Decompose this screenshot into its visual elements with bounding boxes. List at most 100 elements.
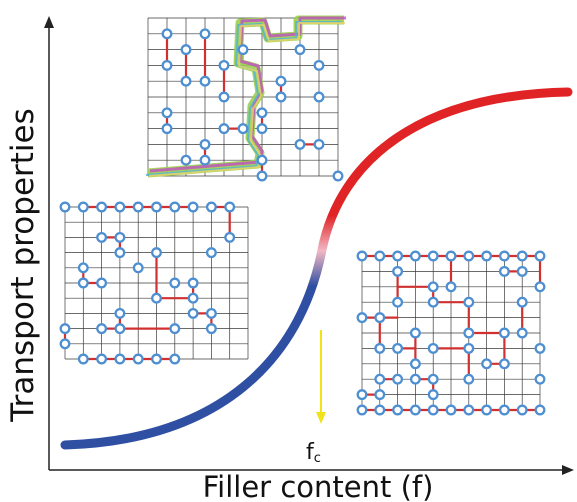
filler-particle (256, 154, 268, 166)
filler-particle (114, 247, 126, 259)
filler-particle (392, 265, 404, 277)
filler-particle (224, 231, 236, 243)
filler-particle (199, 138, 211, 150)
x-axis-title: Filler content (f) (203, 470, 434, 502)
filler-particle (313, 59, 325, 71)
filler-particle (374, 404, 386, 416)
filler-particle (205, 307, 217, 319)
filler-particle (498, 327, 510, 339)
filler-particle (427, 250, 439, 262)
filler-particle (114, 201, 126, 213)
filler-particle (427, 389, 439, 401)
filler-particle (275, 91, 287, 103)
y-axis-title: Transport properties (5, 108, 41, 423)
filler-particle (218, 123, 230, 135)
filler-particle (534, 342, 546, 354)
filler-particle (114, 231, 126, 243)
filler-particle (427, 373, 439, 385)
filler-particle (409, 327, 421, 339)
filler-particle (516, 296, 528, 308)
filler-particle (114, 307, 126, 319)
filler-particle (96, 231, 108, 243)
inset-percolated-network (145, 15, 346, 182)
filler-particle (59, 338, 71, 350)
y-axis-arrow-icon (44, 16, 54, 28)
filler-particle (313, 91, 325, 103)
filler-particle (275, 75, 287, 87)
filler-particle (481, 404, 493, 416)
filler-particle (463, 404, 475, 416)
filler-particle (516, 327, 528, 339)
filler-particle (409, 358, 421, 370)
filler-particle (534, 250, 546, 262)
filler-particle (218, 59, 230, 71)
filler-particle (151, 292, 162, 304)
filler-particle (59, 323, 71, 335)
filler-particle (374, 342, 386, 354)
filler-particle (374, 389, 386, 401)
filler-particle (187, 277, 199, 289)
filler-particle (463, 327, 475, 339)
filler-particle (161, 123, 173, 135)
filler-particle (205, 201, 217, 213)
filler-particle (498, 404, 510, 416)
filler-particle (392, 296, 404, 308)
filler-particle (169, 277, 181, 289)
filler-particle (409, 250, 421, 262)
filler-particle (313, 138, 325, 150)
filler-particle (356, 250, 368, 262)
filler-particle (498, 358, 510, 370)
threshold-arrow (316, 330, 326, 424)
filler-particle (427, 404, 439, 416)
filler-particle (427, 296, 439, 308)
filler-particle (534, 404, 546, 416)
threshold-subscript: c (314, 451, 321, 466)
filler-particle (445, 281, 457, 293)
filler-particle (463, 373, 475, 385)
filler-particle (151, 353, 162, 365)
transport-curve (60, 87, 573, 450)
filler-particle (237, 44, 249, 56)
filler-particle (132, 201, 144, 213)
filler-particle (516, 265, 528, 277)
filler-particle (114, 353, 126, 365)
filler-particle (96, 353, 108, 365)
filler-particle (187, 201, 199, 213)
filler-particle (132, 353, 144, 365)
filler-particle (96, 201, 108, 213)
filler-particle (498, 265, 510, 277)
filler-particle (205, 247, 217, 259)
filler-particle (332, 170, 344, 182)
filler-particle (180, 75, 192, 87)
axes (44, 16, 574, 475)
filler-particle (534, 281, 546, 293)
filler-particle (294, 44, 306, 56)
filler-particle (77, 277, 89, 289)
filler-particle (463, 296, 475, 308)
filler-particle (256, 170, 268, 182)
filler-particle (294, 138, 306, 150)
filler-particle (409, 404, 421, 416)
filler-particle (161, 107, 173, 119)
filler-particle (463, 342, 475, 354)
filler-particle (180, 154, 192, 166)
filler-particle (96, 277, 108, 289)
filler-particle (114, 323, 126, 335)
threshold-label: fc (306, 440, 321, 466)
filler-particle (199, 75, 211, 87)
filler-particle (199, 28, 211, 40)
filler-particle (77, 262, 89, 274)
filler-particle (463, 250, 475, 262)
x-axis-arrow-icon (562, 465, 574, 475)
filler-particle (96, 323, 108, 335)
filler-particle (392, 404, 404, 416)
filler-particle (445, 404, 457, 416)
filler-particle (481, 358, 493, 370)
filler-particle (392, 342, 404, 354)
filler-particle (374, 250, 386, 262)
filler-particle (169, 201, 181, 213)
filler-particle (218, 91, 230, 103)
filler-particle (180, 44, 192, 56)
filler-particle (151, 247, 162, 259)
